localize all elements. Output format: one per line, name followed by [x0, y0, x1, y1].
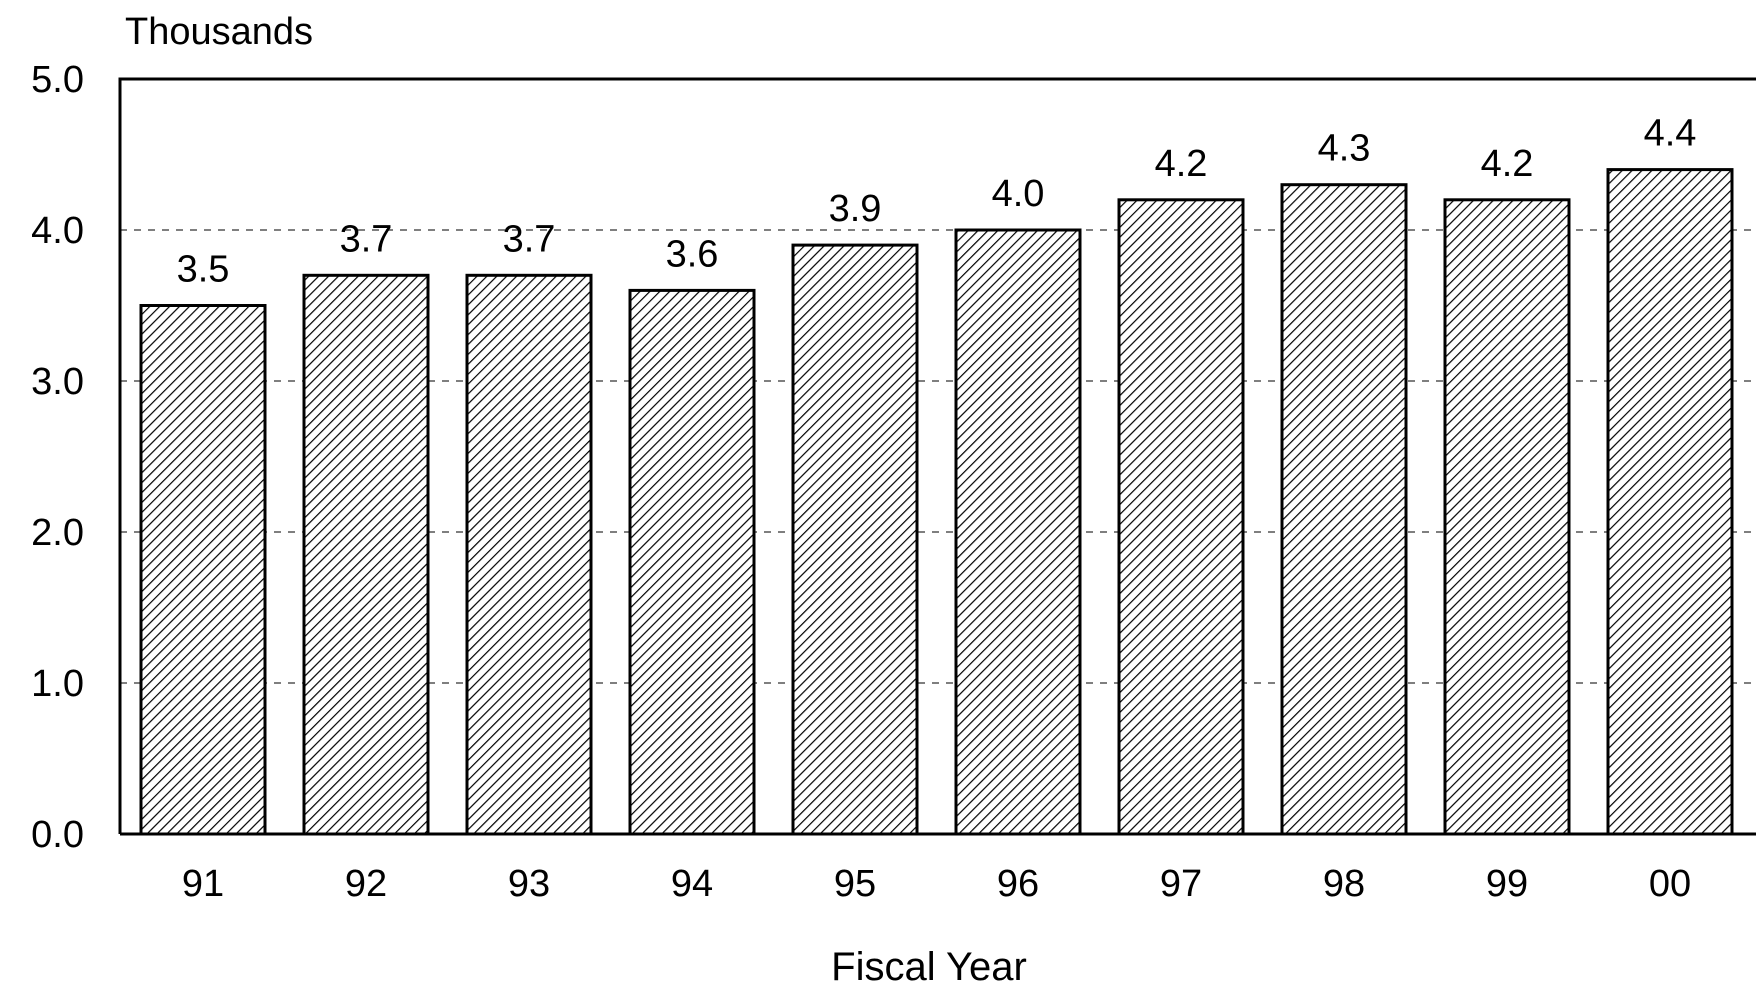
data-label: 3.5 [177, 249, 230, 291]
data-label: 4.2 [1155, 143, 1208, 185]
bar [1606, 168, 1734, 836]
bar [1280, 183, 1408, 836]
bar [465, 273, 593, 836]
x-tick-label: 92 [345, 863, 387, 905]
data-label: 4.0 [992, 173, 1045, 215]
x-tick-label: 99 [1486, 863, 1528, 905]
x-tick-label: 91 [182, 863, 224, 905]
bar [954, 228, 1082, 836]
y-tick-label: 2.0 [31, 512, 84, 554]
bar [1443, 198, 1571, 836]
y-axis-ticks: 0.0 1.0 2.0 3.0 4.0 5.0 [31, 59, 84, 856]
bar [628, 288, 756, 836]
x-tick-label: 97 [1160, 863, 1202, 905]
data-label: 3.7 [503, 218, 556, 260]
bar [302, 273, 430, 836]
value-labels: 3.5 3.7 3.7 3.6 3.9 4.0 4.2 4.3 4.2 4.4 [177, 113, 1697, 291]
data-label: 3.7 [340, 218, 393, 260]
x-tick-label: 93 [508, 863, 550, 905]
y-tick-label: 5.0 [31, 59, 84, 101]
plot-frame [118, 77, 1756, 836]
x-tick-label: 98 [1323, 863, 1365, 905]
bar [1117, 198, 1245, 836]
y-unit-label: Thousands [125, 11, 313, 53]
y-tick-label: 4.0 [31, 210, 84, 252]
x-tick-label: 95 [834, 863, 876, 905]
y-tick-label: 0.0 [31, 814, 84, 856]
data-label: 3.9 [829, 188, 882, 230]
x-tick-label: 96 [997, 863, 1039, 905]
y-tick-label: 3.0 [31, 361, 84, 403]
x-axis-title: Fiscal Year [831, 945, 1027, 989]
data-label: 3.6 [666, 233, 719, 275]
data-label: 4.4 [1644, 113, 1697, 155]
x-axis-ticks: 91 92 93 94 95 96 97 98 99 00 [182, 863, 1691, 905]
y-tick-label: 1.0 [31, 663, 84, 705]
data-label: 4.3 [1318, 128, 1371, 170]
bar [791, 243, 919, 836]
data-label: 4.2 [1481, 143, 1534, 185]
x-tick-label: 94 [671, 863, 713, 905]
bars-group [139, 168, 1734, 836]
bar [139, 304, 267, 836]
x-tick-label: 00 [1649, 863, 1691, 905]
